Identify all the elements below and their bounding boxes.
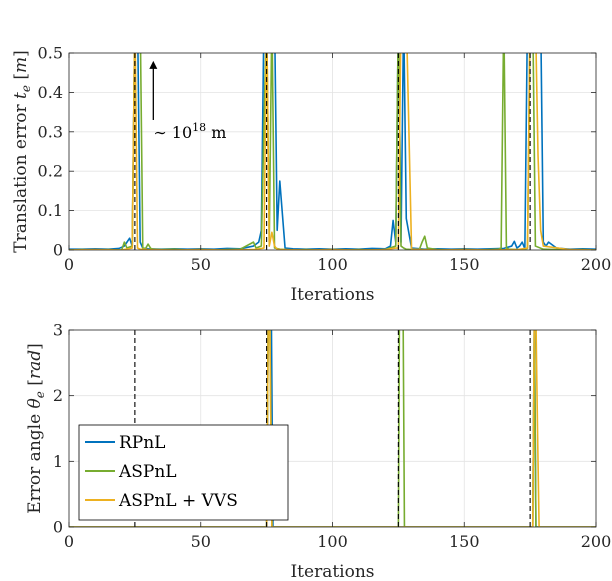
x-tick-label: 100: [317, 532, 348, 551]
y-tick-label: 1: [53, 452, 63, 471]
y-tick-label: 0.3: [38, 122, 63, 141]
x-tick-label: 100: [317, 255, 348, 274]
x-tick-label: 150: [449, 255, 480, 274]
legend: RPnL ASPnL ASPnL + VVS: [78, 424, 289, 521]
x-axis-label: Iterations: [290, 562, 374, 581]
annotation-text: ∼ 1018 m: [153, 121, 226, 142]
legend-label: ASPnL + VVS: [118, 491, 238, 511]
x-tick-label: 0: [64, 255, 74, 274]
error-angle-axes: 0 50 100 150 200 0 1 2 3 RPnL ASPnL ASPnL + VVS It…: [25, 321, 612, 581]
legend-box: [78, 424, 289, 521]
annotation-arrowhead: [149, 60, 158, 69]
y-tick-label: 0: [53, 241, 63, 260]
y-tick-label: 2: [53, 386, 63, 405]
x-tick-label: 150: [449, 532, 480, 551]
x-tick-label: 200: [581, 532, 612, 551]
y-tick-label: 0.2: [38, 162, 63, 181]
x-tick-label: 50: [191, 255, 211, 274]
y-tick-label: 3: [53, 321, 63, 340]
x-tick-label: 50: [191, 532, 211, 551]
legend-label: ASPnL: [118, 462, 177, 482]
x-tick-label: 0: [64, 532, 74, 551]
y-tick-label: 0.5: [38, 44, 63, 63]
x-axis-label: Iterations: [290, 285, 374, 305]
y-tick-label: 0.1: [38, 201, 63, 220]
translation-error-axes: 0 50 100 150 200 0 0.1 0.2 0.3 0.4 0.5 ∼ 1018 m It…: [11, 44, 612, 306]
x-tick-label: 200: [581, 255, 612, 274]
y-axis-label: Error angle θe [rad]: [25, 343, 47, 514]
y-axis-label: Translation error te [m]: [11, 50, 33, 253]
grid: [68, 52, 597, 251]
y-tick-label: 0: [53, 518, 63, 537]
legend-label: RPnL: [119, 433, 165, 453]
series-line-aspnl-vvs: [69, 330, 596, 527]
y-tick-label: 0.4: [38, 83, 63, 102]
